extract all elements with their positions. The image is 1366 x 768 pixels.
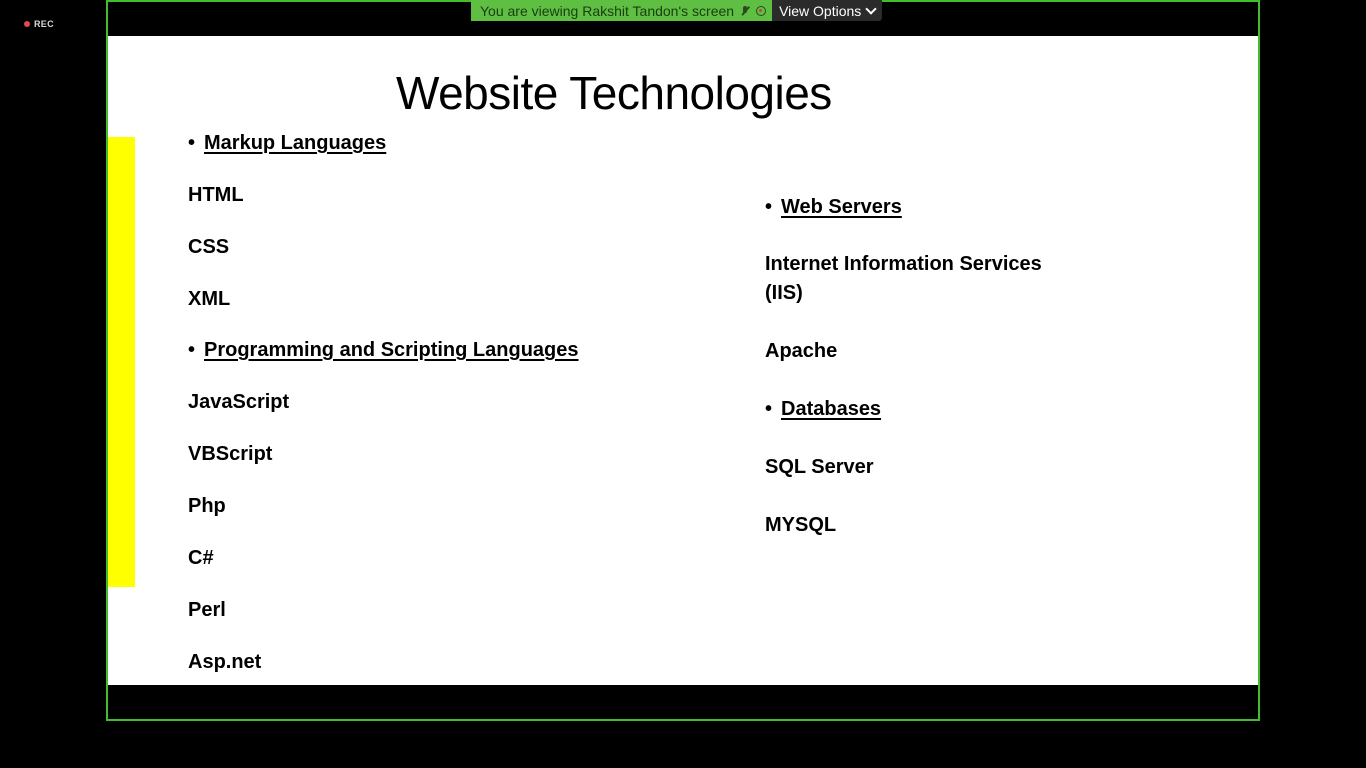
list-item-sql-server: SQL Server — [765, 456, 874, 478]
recording-status-icon — [756, 5, 767, 16]
list-item-iis: Internet Information Services (IIS) — [765, 253, 1042, 304]
recording-label: REC — [34, 19, 54, 29]
list-item-aspnet: Asp.net — [188, 651, 262, 673]
list-item-vbscript: VBScript — [188, 443, 273, 465]
heading-markup-languages: • Markup Languages — [188, 129, 386, 157]
chevron-down-icon — [865, 2, 877, 15]
heading-text: Databases — [781, 398, 882, 420]
list-item-xml: XML — [188, 288, 231, 310]
record-dot-icon — [24, 21, 30, 27]
heading-text: Markup Languages — [204, 132, 387, 154]
heading-text: Web Servers — [781, 196, 902, 218]
yellow-highlight-bar — [108, 137, 135, 587]
list-item-csharp: C# — [188, 547, 214, 569]
bullet: • — [765, 398, 773, 420]
viewing-message: You are viewing Rakshit Tandon's screen — [471, 0, 773, 21]
view-options-button[interactable]: View Options — [772, 0, 883, 21]
viewing-message-text: You are viewing Rakshit Tandon's screen — [480, 2, 735, 19]
shared-slide: Website Technologies • Markup Languages H… — [108, 36, 1258, 685]
bullet: • — [188, 132, 196, 154]
list-item-apache: Apache — [765, 340, 838, 362]
heading-web-servers: • Web Servers — [765, 193, 902, 221]
list-item-css: CSS — [188, 236, 230, 258]
heading-databases: • Databases — [765, 395, 881, 423]
view-options-label: View Options — [779, 2, 862, 19]
list-item-mysql: MYSQL — [765, 514, 837, 536]
bullet: • — [765, 196, 773, 218]
list-item-php: Php — [188, 495, 226, 517]
heading-text: Programming and Scripting Languages — [204, 339, 579, 361]
recording-indicator: REC — [24, 19, 54, 29]
list-item-javascript: JavaScript — [188, 391, 290, 413]
muted-mic-icon — [740, 5, 750, 17]
screen-share-banner: You are viewing Rakshit Tandon's screen … — [471, 0, 883, 21]
heading-programming-languages: • Programming and Scripting Languages — [188, 336, 579, 364]
bullet: • — [188, 339, 196, 361]
list-item-html: HTML — [188, 184, 244, 206]
slide-title: Website Technologies — [396, 67, 832, 119]
list-item-perl: Perl — [188, 599, 226, 621]
